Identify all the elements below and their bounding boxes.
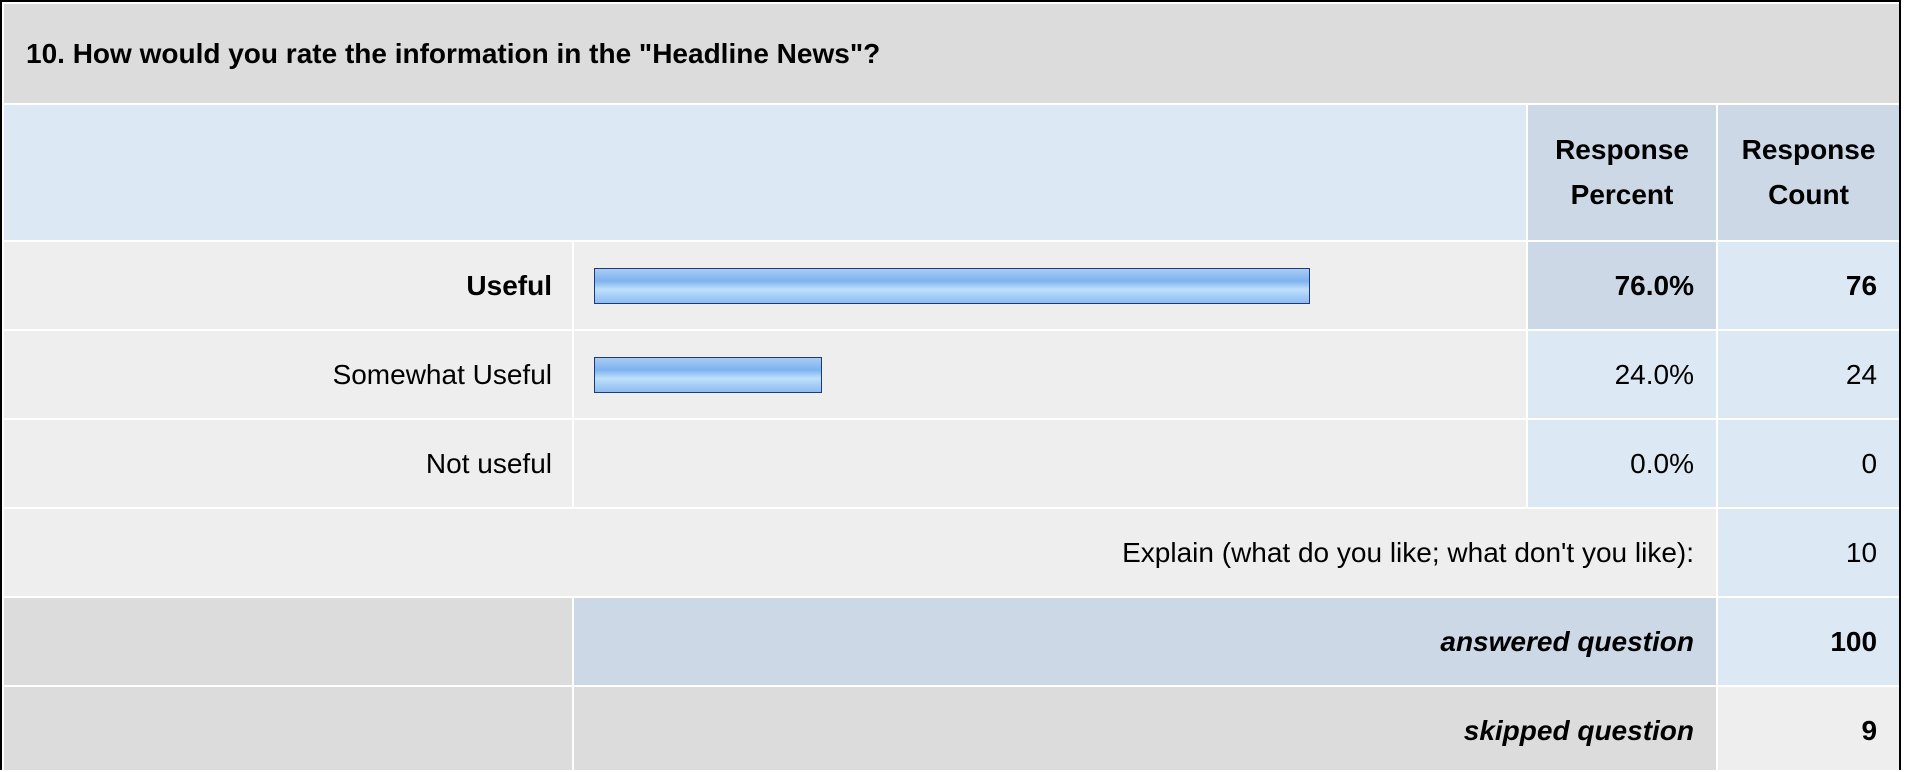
question-title-row: 10. How would you rate the information i… [2, 2, 1899, 105]
answer-count: 0 [1715, 418, 1899, 509]
answered-question-label: answered question [572, 596, 1718, 687]
header-row: Response Percent Response Count [2, 103, 1899, 242]
answer-percent: 24.0% [1526, 329, 1718, 420]
skipped-question-label: skipped question [572, 685, 1718, 770]
summary-blank [2, 685, 574, 770]
answered-question-count: 100 [1715, 596, 1899, 687]
response-count-header: Response Count [1715, 103, 1899, 242]
answer-percent: 76.0% [1526, 240, 1718, 331]
answer-row: Useful 76.0% 76 [2, 240, 1899, 331]
answered-row: answered question 100 [2, 596, 1899, 687]
answer-count: 24 [1715, 329, 1899, 420]
answer-bar-cell [572, 418, 1528, 509]
skipped-row: skipped question 9 [2, 685, 1899, 770]
skipped-question-count: 9 [1715, 685, 1899, 770]
answer-bar-cell [572, 240, 1528, 331]
answer-percent: 0.0% [1526, 418, 1718, 509]
answer-label: Useful [2, 240, 574, 331]
question-title: 10. How would you rate the information i… [2, 2, 1899, 105]
percent-bar [594, 356, 822, 393]
answer-row: Somewhat Useful 24.0% 24 [2, 329, 1899, 420]
answer-label: Not useful [2, 418, 574, 509]
bar-track [594, 356, 1525, 393]
bar-track [594, 446, 1525, 482]
answer-count: 76 [1715, 240, 1899, 331]
answer-row: Not useful 0.0% 0 [2, 418, 1899, 509]
explain-row: Explain (what do you like; what don't yo… [2, 507, 1899, 598]
summary-blank [2, 596, 574, 687]
answer-label: Somewhat Useful [2, 329, 574, 420]
response-percent-header: Response Percent [1526, 103, 1718, 242]
answer-bar-cell [572, 329, 1528, 420]
bar-track [594, 267, 1525, 304]
explain-label: Explain (what do you like; what don't yo… [2, 507, 1718, 598]
header-blank [2, 103, 1528, 242]
explain-count: 10 [1715, 507, 1899, 598]
percent-bar [594, 267, 1310, 304]
